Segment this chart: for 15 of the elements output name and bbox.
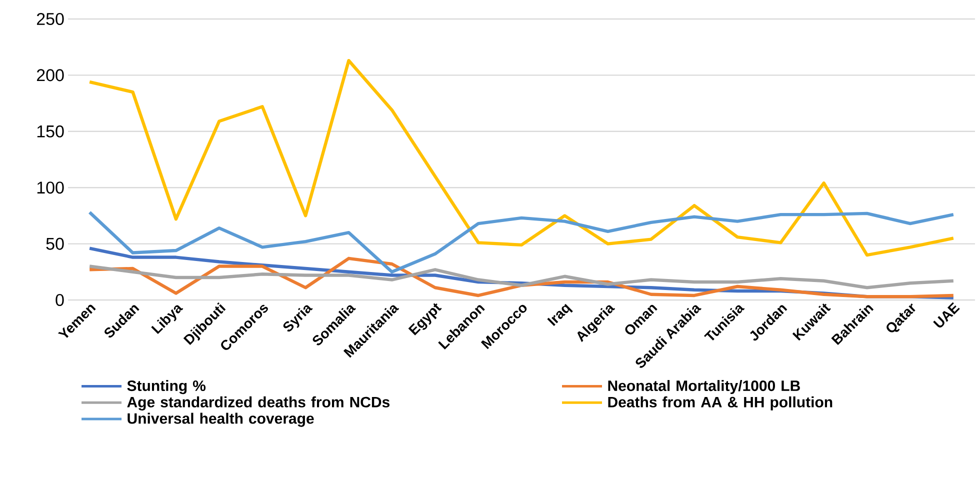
line-series [88, 210, 956, 274]
legend-label: Stunting % [127, 380, 206, 394]
legend-label: Universal health coverage [128, 412, 314, 427]
y-tick-label: 200 [36, 69, 64, 82]
y-tick-label: 100 [37, 182, 64, 194]
legend-label: Neonatal Mortality/1000 LB [608, 380, 800, 394]
y-tick-label: 250 [36, 12, 64, 26]
y-tick-label: 50 [46, 238, 64, 250]
legend-label: Age standardized deaths from NCDs [127, 396, 390, 410]
y-tick-label: 150 [37, 125, 64, 138]
y-tick-label: 0 [56, 294, 64, 306]
x-tick-label: Iraq [547, 304, 573, 326]
line-series [88, 58, 956, 257]
line-series [88, 264, 956, 290]
legend-label: Deaths from AA & HH pollution [608, 396, 832, 410]
